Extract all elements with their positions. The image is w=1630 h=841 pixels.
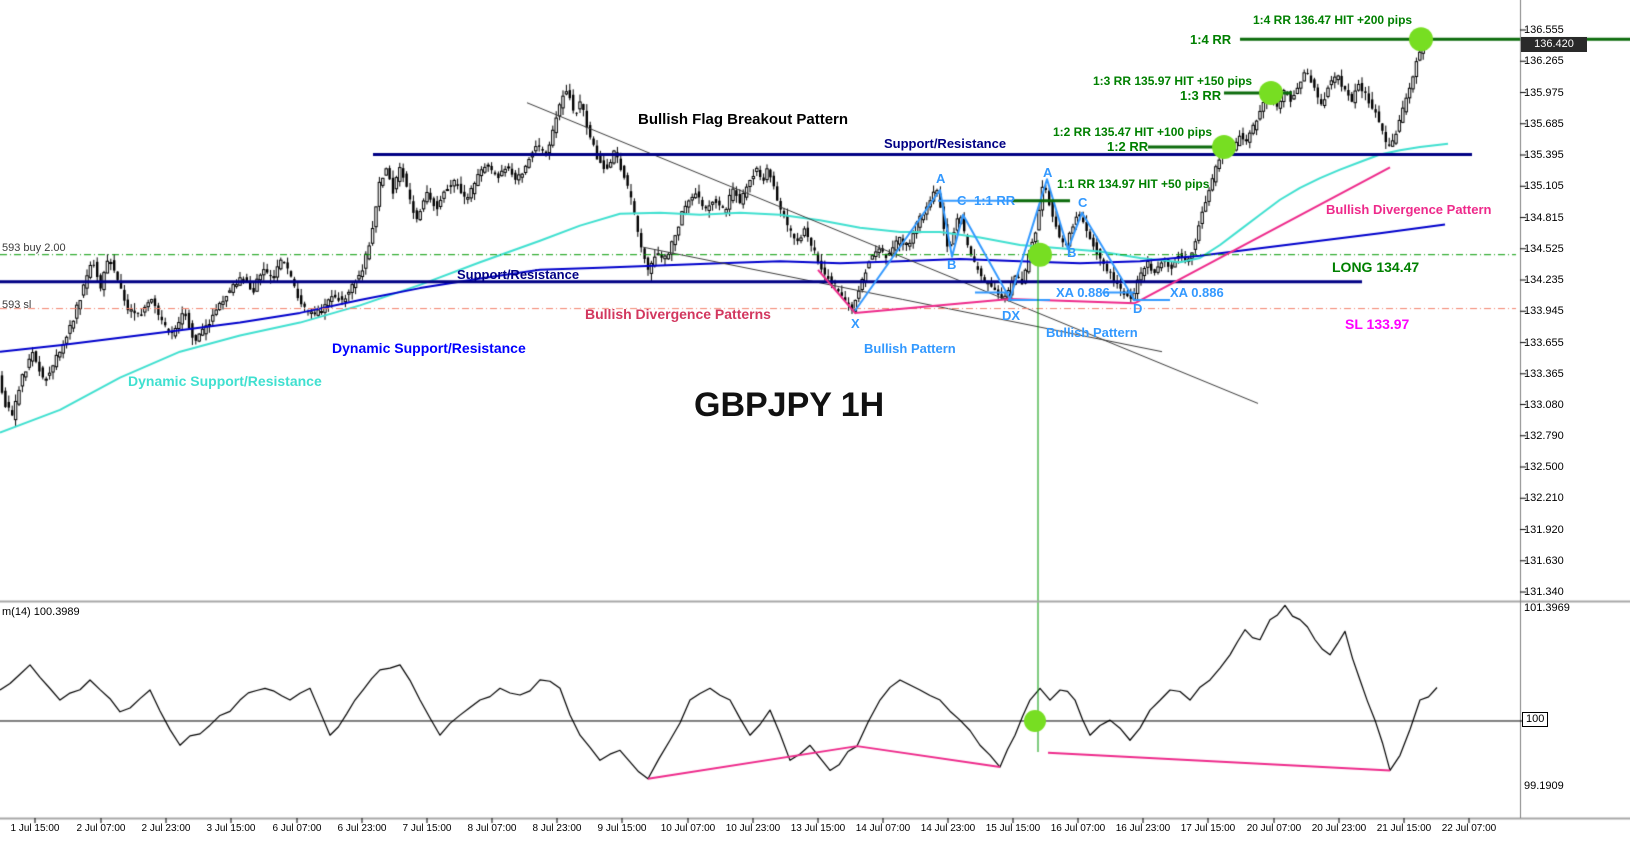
indicator-axis-level-100: 100 [1522,712,1549,727]
indicator-axis-min: 99.1909 [1524,780,1564,792]
current-price-tag: 136.420 [1521,37,1587,52]
indicator-name-label: m(14) 100.3989 [2,606,80,618]
indicator-axis-max: 101.3969 [1524,602,1570,614]
order-buy-label: 593 buy 2.00 [2,242,66,254]
order-sl-label: 593 sl [2,299,32,311]
